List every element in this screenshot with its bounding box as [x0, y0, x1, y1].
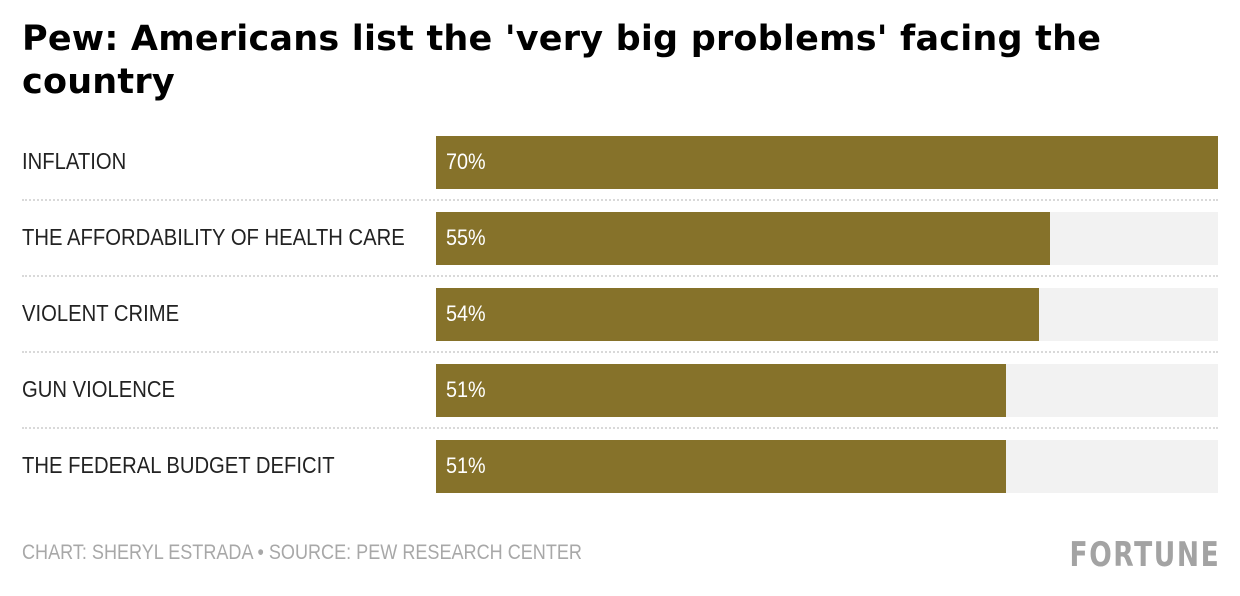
value-label: 51%: [446, 377, 486, 402]
chart-title: Pew: Americans list the 'very big proble…: [22, 19, 1102, 102]
chart-credit: CHART: SHERYL ESTRADA • SOURCE: PEW RESE…: [22, 541, 582, 564]
bar: [436, 440, 1006, 493]
value-label: 55%: [446, 225, 486, 250]
category-label: THE AFFORDABILITY OF HEALTH CARE: [22, 224, 405, 250]
category-label: VIOLENT CRIME: [22, 300, 180, 326]
bar: [436, 364, 1006, 417]
category-label: GUN VIOLENCE: [22, 376, 175, 402]
value-label: 70%: [446, 149, 486, 174]
bar: [436, 136, 1218, 189]
row-separator: [22, 427, 1218, 429]
row-separator: [22, 199, 1218, 201]
row-separator: [22, 275, 1218, 277]
bar: [436, 288, 1039, 341]
row-separator: [22, 351, 1218, 353]
category-label: THE FEDERAL BUDGET DEFICIT: [22, 452, 335, 478]
value-label: 51%: [446, 453, 486, 478]
category-label: INFLATION: [22, 148, 127, 174]
value-label: 54%: [446, 301, 486, 326]
fortune-logo: FORTUNE: [1069, 535, 1220, 575]
bar: [436, 212, 1050, 265]
